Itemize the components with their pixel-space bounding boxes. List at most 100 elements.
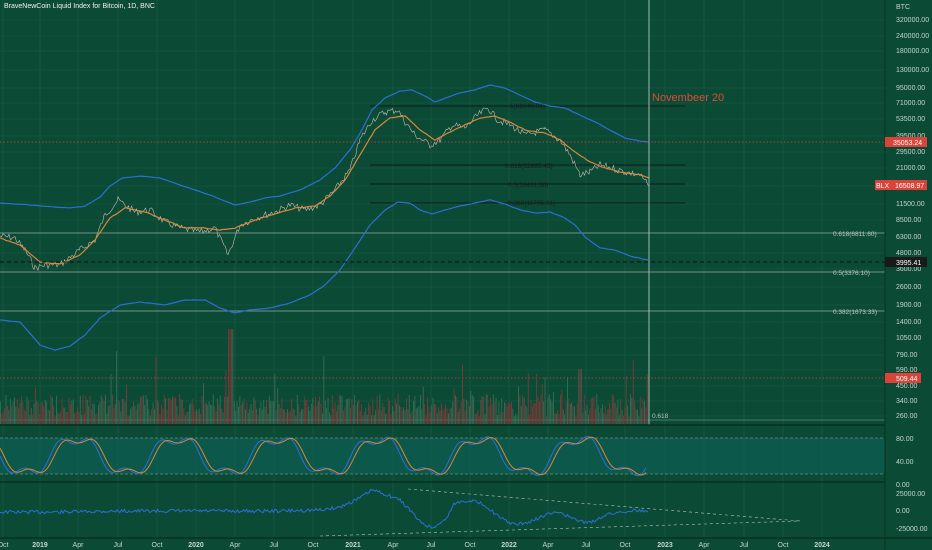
volume-bar xyxy=(606,414,608,424)
time-label: Apr xyxy=(73,542,85,549)
volume-bar xyxy=(270,401,272,424)
volume-bar xyxy=(625,376,627,424)
time-label: Apr xyxy=(543,542,555,549)
price-tag-3995-bg xyxy=(885,257,927,267)
volume-bar xyxy=(203,382,204,424)
volume-bar xyxy=(226,397,228,424)
volume-bar xyxy=(246,402,248,424)
volume-bar xyxy=(316,406,318,424)
time-label: 2021 xyxy=(345,542,361,549)
stochastic-band-fill xyxy=(0,438,885,474)
volume-bar xyxy=(481,396,483,424)
volume-bar xyxy=(380,410,382,424)
volume-bar xyxy=(337,404,339,424)
volume-bars xyxy=(0,329,648,424)
volume-bar xyxy=(154,409,155,424)
volume-bar xyxy=(497,415,498,424)
stochastic-axis: 80.00 40.00 0.00 xyxy=(896,436,914,489)
time-label: Apr xyxy=(388,542,400,549)
volume-bar xyxy=(303,396,305,424)
volume-bar xyxy=(379,394,381,424)
volume-bar xyxy=(46,401,48,424)
volume-bar xyxy=(51,397,53,424)
volume-bar xyxy=(464,410,466,424)
volume-bar xyxy=(151,409,153,424)
price-tick: 450.00 xyxy=(896,383,918,390)
volume-bar xyxy=(541,384,543,424)
volume-bar xyxy=(576,403,578,424)
volume-bar xyxy=(595,408,596,424)
volume-bar xyxy=(397,394,399,424)
time-axis[interactable]: Oct 2019 Apr Jul Oct 2020 Apr Jul Oct 2021 Apr Jul O… xyxy=(0,542,830,549)
volume-bar xyxy=(537,397,539,424)
volume-bar xyxy=(428,406,430,424)
volume-bar xyxy=(210,404,211,424)
price-tick: 3600.00 xyxy=(896,266,921,273)
volume-bar xyxy=(639,396,641,424)
volume-bar xyxy=(631,397,633,424)
volume-bar xyxy=(273,401,274,424)
volume-bar xyxy=(30,408,32,424)
volume-bar xyxy=(119,401,120,424)
volume-bar xyxy=(512,408,514,424)
volume-bar xyxy=(540,395,542,424)
volume-bar xyxy=(147,399,148,424)
volume-bar xyxy=(138,403,140,424)
volume-bar xyxy=(144,405,146,424)
volume-bar xyxy=(344,407,346,424)
osc-tick-neg25000: -25000.00 xyxy=(896,526,928,533)
fib-label-05-lower: 0.5(3376.10) xyxy=(833,270,870,277)
volume-bar xyxy=(184,415,186,424)
time-label: 2023 xyxy=(657,542,673,549)
volume-bar xyxy=(546,416,547,424)
volume-bar xyxy=(420,394,421,424)
volume-bar xyxy=(338,395,340,424)
time-label: 2022 xyxy=(501,542,517,549)
volume-bar xyxy=(11,406,13,424)
volume-bar xyxy=(498,401,500,424)
volume-bar xyxy=(435,404,437,424)
volume-bar xyxy=(385,413,386,424)
volume-bar xyxy=(466,399,468,424)
volume-bar xyxy=(362,415,364,424)
volume-bar xyxy=(358,399,360,424)
volume-bar xyxy=(634,400,636,424)
volume-bar xyxy=(613,395,615,424)
volume-bar xyxy=(28,401,29,424)
volume-bar xyxy=(49,410,50,424)
volume-bar xyxy=(86,399,88,424)
volume-bar xyxy=(534,403,536,424)
volume-bar xyxy=(485,394,487,424)
volume-bar xyxy=(23,409,25,424)
volume-bar xyxy=(218,403,220,424)
volume-bar xyxy=(212,394,214,424)
volume-bar xyxy=(215,411,217,424)
price-tick: 6300.00 xyxy=(896,234,921,241)
volume-bar xyxy=(109,405,111,424)
volume-bar xyxy=(565,401,567,424)
volume-bar xyxy=(235,411,237,424)
volume-bar xyxy=(371,415,372,424)
volume-bar xyxy=(581,369,582,424)
volume-bar xyxy=(616,407,617,424)
volume-bar xyxy=(554,413,556,424)
volume-bar xyxy=(208,401,210,424)
volume-bar xyxy=(621,409,623,424)
volume-bar xyxy=(168,398,169,424)
price-tag-symbol: BLX xyxy=(876,183,890,190)
volume-bar xyxy=(200,413,202,424)
volume-bar xyxy=(553,392,554,424)
time-label: Oct xyxy=(778,542,789,549)
volume-bar xyxy=(298,404,300,424)
volume-bar xyxy=(21,396,22,424)
volume-bar xyxy=(501,398,503,424)
volume-bar xyxy=(260,402,262,424)
fib-label-1: 1(66946.01) xyxy=(510,103,545,110)
volume-bar xyxy=(96,413,98,424)
volume-bar xyxy=(278,404,280,424)
volume-bar xyxy=(618,414,620,424)
osc-trendline-lower xyxy=(319,520,801,537)
volume-bar xyxy=(376,396,378,424)
volume-bar xyxy=(117,399,119,424)
